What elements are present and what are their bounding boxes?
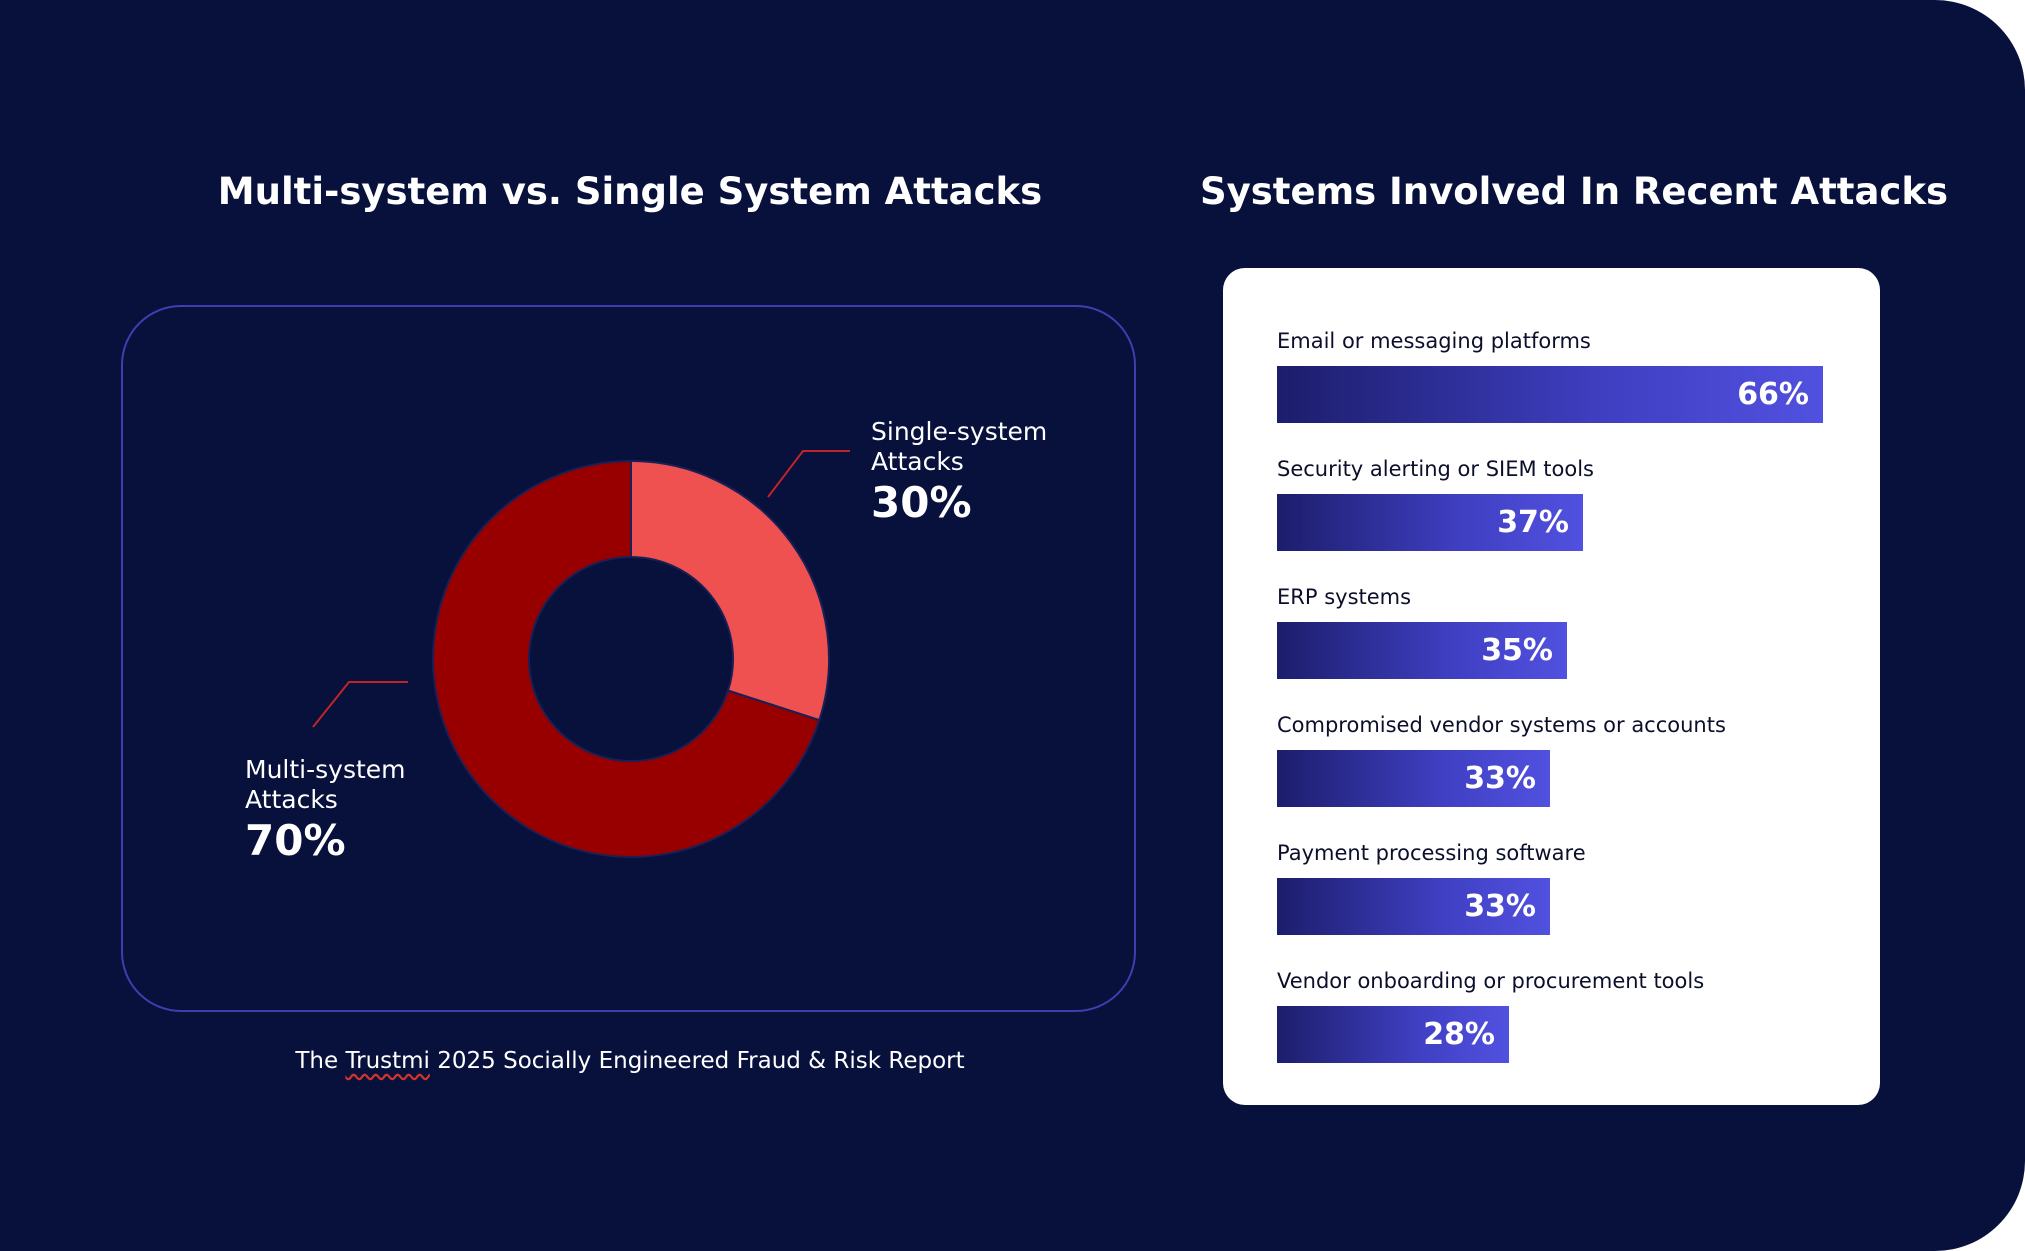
source-caption: The Trustmi 2025 Socially Engineered Fra… (120, 1048, 1140, 1074)
bar-value-label: 37% (1497, 505, 1569, 540)
multi-system-label: Multi-system Attacks 70% (245, 755, 406, 867)
single-system-label-line1: Single-system (871, 417, 1048, 446)
bar-value-label: 33% (1464, 889, 1536, 924)
bar: 33% (1277, 750, 1550, 807)
multi-system-label-line2: Attacks (245, 785, 338, 814)
bar-category-label: Payment processing software (1277, 841, 1586, 865)
source-suffix: 2025 Socially Engineered Fraud & Risk Re… (429, 1048, 965, 1074)
donut-chart-title: Multi-system vs. Single System Attacks (217, 170, 1043, 213)
bar-category-label: Email or messaging platforms (1277, 329, 1591, 353)
source-brand: Trustmi (345, 1048, 430, 1074)
source-prefix: The (295, 1048, 346, 1074)
bar-row: Compromised vendor systems or accounts 33… (1277, 712, 1726, 807)
bar: 66% (1277, 366, 1823, 423)
bar: 37% (1277, 494, 1583, 551)
single-system-label: Single-system Attacks 30% (871, 417, 1047, 529)
bar-row: Security alerting or SIEM tools 37% (1277, 456, 1594, 551)
bar-row: Email or messaging platforms 66% (1277, 328, 1823, 423)
bar: 35% (1277, 622, 1567, 679)
multi-system-label-line1: Multi-system (245, 755, 406, 784)
bar-value-label: 33% (1464, 761, 1536, 796)
donut-slice-multi-system (432, 459, 821, 858)
multi-system-leader-line (312, 681, 408, 728)
bar-category-label: ERP systems (1277, 585, 1412, 609)
multi-system-percent: 70% (245, 816, 346, 865)
bar-row: Vendor onboarding or procurement tools 28… (1277, 968, 1704, 1063)
single-system-percent: 30% (871, 478, 972, 527)
bar-value-label: 66% (1737, 377, 1809, 412)
bar-row: Payment processing software 33% (1277, 840, 1586, 935)
bar-row: ERP systems 35% (1277, 584, 1567, 679)
donut-chart (312, 450, 850, 858)
donut-chart-panel: Single-system Attacks 30% Multi-system A… (121, 305, 1136, 1012)
bar-category-label: Security alerting or SIEM tools (1277, 457, 1594, 481)
single-system-label-line2: Attacks (871, 447, 964, 476)
bar: 28% (1277, 1006, 1509, 1063)
bar-category-label: Compromised vendor systems or accounts (1277, 713, 1726, 737)
single-system-leader-line (767, 450, 850, 498)
bar-value-label: 35% (1481, 633, 1553, 668)
donut-slice-single-system (630, 459, 830, 722)
bar-chart-title: Systems Involved In Recent Attacks (1200, 170, 1948, 213)
bar: 33% (1277, 878, 1550, 935)
bar-category-label: Vendor onboarding or procurement tools (1277, 969, 1705, 993)
bar-chart-card: Email or messaging platforms 66% Security … (1223, 268, 1880, 1105)
bar-value-label: 28% (1423, 1017, 1495, 1052)
